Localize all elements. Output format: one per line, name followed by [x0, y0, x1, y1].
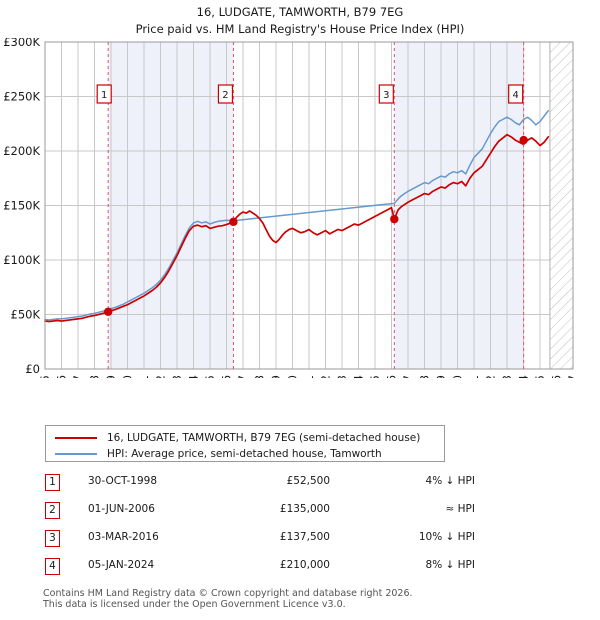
legend-item-price-paid: 16, LUDGATE, TAMWORTH, B79 7EG (semi-det… [46, 430, 444, 445]
x-axis-tick-label: 2006 [220, 375, 234, 378]
chart-marker-box-4[interactable] [508, 84, 524, 104]
transaction-date: 03-MAR-2016 [88, 531, 159, 543]
series-line-price-paid [44, 133, 550, 323]
x-axis-tick-label: 2003 [170, 375, 184, 378]
price-history-chart: 1995199619971998199920002001200220032004… [0, 38, 600, 378]
x-axis-tick-label: 2024 [517, 375, 531, 378]
y-axis-tick-label: £150K [3, 199, 40, 213]
x-axis-tick-label: 2012 [319, 375, 333, 378]
chart-marker-label: 4 [512, 90, 518, 101]
legend-item-hpi: HPI: Average price, semi-detached house,… [46, 446, 444, 461]
legend-swatch-price-paid [55, 436, 97, 439]
x-axis-tick-label: 2016 [385, 375, 399, 378]
x-axis-tick-label: 2019 [434, 375, 448, 378]
x-axis-tick-label: 2021 [467, 375, 481, 378]
transaction-marker-4: 4 [45, 558, 60, 575]
chart-legend: 16, LUDGATE, TAMWORTH, B79 7EG (semi-det… [45, 425, 445, 462]
x-axis-tick-label: 2026 [550, 375, 564, 378]
x-axis-tick-label: 2005 [203, 375, 217, 378]
chart-marker-box-1[interactable] [96, 84, 112, 104]
chart-marker-label: 2 [222, 90, 228, 101]
chart-marker-label: 1 [101, 90, 107, 101]
table-row[interactable]: 1 30-OCT-1998 £52,500 4% ↓ HPI [45, 472, 475, 500]
y-axis-tick-label: £300K [3, 38, 40, 49]
footer-copyright: Contains HM Land Registry data © Crown c… [43, 588, 413, 599]
x-axis-tick-label: 2009 [269, 375, 283, 378]
x-axis-tick-label: 1996 [55, 375, 69, 378]
x-axis-tick-label: 2011 [302, 375, 316, 378]
x-axis-tick-label: 2010 [286, 375, 300, 378]
page-subtitle: Price paid vs. HM Land Registry's House … [135, 22, 465, 36]
transaction-point[interactable] [229, 217, 238, 227]
x-axis-tick-label: 2027 [566, 375, 580, 378]
chart-marker-label: 3 [383, 90, 389, 101]
x-axis-tick-label: 1997 [71, 375, 85, 378]
x-axis-tick-label: 2008 [253, 375, 267, 378]
footer-attribution: Contains HM Land Registry data © Crown c… [43, 588, 563, 610]
transaction-point[interactable] [103, 307, 113, 316]
x-axis-tick-label: 2000 [121, 375, 135, 378]
x-axis-tick-label: 2001 [137, 375, 151, 378]
transaction-date: 01-JUN-2006 [88, 503, 155, 515]
x-axis-tick-label: 2007 [236, 375, 250, 378]
y-axis-tick-label: £0 [25, 362, 40, 376]
chart-canvas: 1995199619971998199920002001200220032004… [3, 38, 580, 378]
x-axis-tick-label: 2004 [187, 375, 201, 378]
x-axis-tick-label: 2017 [401, 375, 415, 378]
series-line-hpi [44, 109, 549, 321]
transaction-marker-3: 3 [45, 530, 60, 547]
transaction-date: 30-OCT-1998 [88, 475, 157, 487]
chart-marker-box-3[interactable] [378, 84, 394, 104]
legend-label-price-paid: 16, LUDGATE, TAMWORTH, B79 7EG (semi-det… [107, 431, 421, 444]
x-axis-tick-label: 2022 [484, 375, 498, 378]
transaction-marker-1: 1 [45, 474, 60, 491]
chart-title-block: 16, LUDGATE, TAMWORTH, B79 7EG Price pai… [0, 4, 600, 38]
transaction-point[interactable] [390, 214, 399, 224]
page-title: 16, LUDGATE, TAMWORTH, B79 7EG [196, 5, 404, 19]
x-axis-tick-label: 2018 [418, 375, 432, 378]
y-axis-tick-label: £100K [3, 253, 40, 267]
transaction-date: 05-JAN-2024 [88, 559, 155, 571]
x-axis-tick-label: 2023 [500, 375, 514, 378]
y-axis-tick-label: £250K [3, 90, 40, 104]
table-row[interactable]: 4 05-JAN-2024 £210,000 8% ↓ HPI [45, 556, 475, 584]
legend-swatch-hpi [55, 452, 97, 455]
footer-licence: This data is licensed under the Open Gov… [43, 599, 346, 610]
x-axis-tick-label: 2015 [368, 375, 382, 378]
y-axis-tick-label: £200K [3, 144, 40, 158]
x-axis-tick-label: 2013 [335, 375, 349, 378]
chart-marker-box-2[interactable] [217, 84, 234, 104]
transaction-price: £137,500 [279, 531, 330, 543]
transaction-price: £210,000 [279, 559, 330, 571]
transaction-price: £52,500 [286, 475, 330, 487]
transaction-hpi-delta: ≈ HPI [445, 503, 475, 515]
x-axis-tick-label: 1999 [104, 375, 118, 378]
transaction-marker-2: 2 [45, 502, 60, 519]
transaction-price: £135,000 [279, 503, 330, 515]
x-axis-tick-label: 1998 [88, 375, 102, 378]
x-axis-tick-label: 1995 [38, 375, 52, 378]
legend-label-hpi: HPI: Average price, semi-detached house,… [107, 447, 382, 460]
x-axis-tick-label: 2014 [352, 375, 366, 378]
transaction-hpi-delta: 8% ↓ HPI [425, 559, 475, 571]
x-axis-tick-label: 2025 [533, 375, 547, 378]
table-row[interactable]: 3 03-MAR-2016 £137,500 10% ↓ HPI [45, 528, 475, 556]
x-axis-tick-label: 2020 [451, 375, 465, 378]
transaction-hpi-delta: 4% ↓ HPI [425, 475, 475, 487]
table-row[interactable]: 2 01-JUN-2006 £135,000 ≈ HPI [45, 500, 475, 528]
x-axis-tick-label: 2002 [154, 375, 168, 378]
transaction-hpi-delta: 10% ↓ HPI [418, 531, 475, 543]
transaction-point[interactable] [519, 135, 528, 145]
y-axis-tick-label: £50K [11, 308, 41, 322]
transactions-table: 1 30-OCT-1998 £52,500 4% ↓ HPI 2 01-JUN-… [45, 472, 475, 584]
